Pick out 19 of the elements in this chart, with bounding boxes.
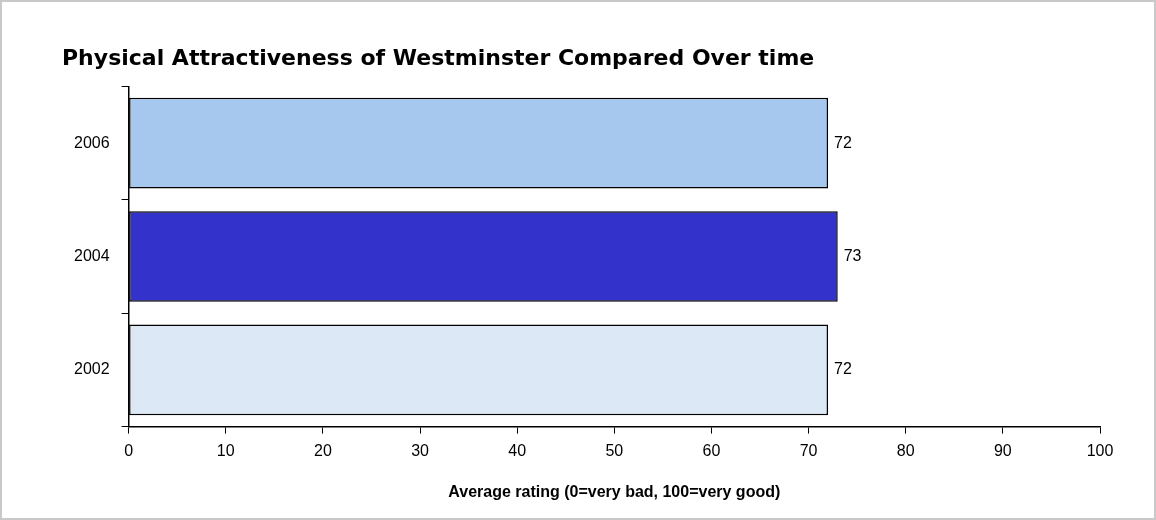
x-tick-label: 70 — [799, 441, 818, 459]
y-tick-label: 2006 — [74, 133, 110, 151]
x-tick-label: 90 — [993, 441, 1012, 459]
x-tick-label: 30 — [411, 441, 430, 459]
x-tick-label: 100 — [1086, 441, 1114, 459]
x-tick-label: 80 — [896, 441, 915, 459]
x-tick-label: 20 — [313, 441, 332, 459]
x-tick-label: 50 — [605, 441, 624, 459]
chart-title: Physical Attractiveness of Westminster Compared Over time — [62, 44, 815, 70]
x-axis-title: Average rating (0=very bad, 100=very good) — [448, 482, 781, 500]
x-tick-label: 0 — [124, 441, 134, 459]
y-tick-label: 2004 — [74, 246, 110, 264]
x-tick-label: 60 — [702, 441, 721, 459]
x-tick-label: 40 — [508, 441, 527, 459]
data-label: 72 — [834, 360, 852, 378]
data-label: 72 — [834, 133, 852, 151]
x-tick-label: 10 — [216, 441, 235, 459]
data-label: 73 — [843, 246, 862, 264]
y-tick-label: 2002 — [74, 360, 110, 378]
